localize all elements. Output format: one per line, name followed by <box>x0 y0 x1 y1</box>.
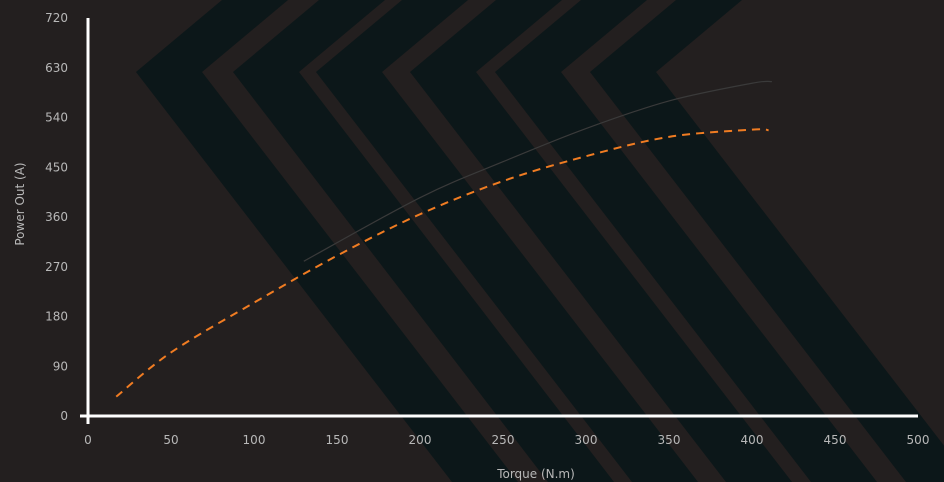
y-tick-label: 540 <box>45 111 68 125</box>
x-tick-label: 200 <box>409 433 432 447</box>
x-tick-label: 500 <box>907 433 930 447</box>
x-tick-label: 100 <box>243 433 266 447</box>
series-line-solid <box>303 80 772 262</box>
chevron-shape <box>495 0 877 482</box>
x-tick-label: 150 <box>326 433 349 447</box>
chevron-shape <box>410 0 792 482</box>
series-layer <box>115 80 772 398</box>
y-tick-label: 360 <box>45 210 68 224</box>
y-tick-labels: 0 90 180 270 360 450 540 630 720 <box>45 11 68 423</box>
y-tick-label: 720 <box>45 11 68 25</box>
x-tick-label: 350 <box>658 433 681 447</box>
x-tick-label: 50 <box>163 433 178 447</box>
x-tick-label: 400 <box>741 433 764 447</box>
x-tick-labels: 0 50 100 150 200 250 300 350 400 450 500 <box>84 433 929 447</box>
y-tick-label: 450 <box>45 160 68 174</box>
y-tick-label: 630 <box>45 61 68 75</box>
chevron-shape <box>233 0 614 482</box>
x-tick-label: 0 <box>84 433 92 447</box>
series-line-dashed <box>115 128 769 398</box>
x-tick-label: 250 <box>492 433 515 447</box>
chevron-shape <box>136 0 518 482</box>
y-tick-label: 180 <box>45 310 68 324</box>
y-axis-title: Power Out (A) <box>13 162 27 245</box>
chevron-shape <box>316 0 698 482</box>
x-tick-label: 450 <box>824 433 847 447</box>
y-tick-label: 90 <box>53 359 68 373</box>
x-axis-title: Torque (N.m) <box>496 467 575 481</box>
y-tick-label: 270 <box>45 260 68 274</box>
chevron-shape <box>590 0 944 482</box>
y-tick-label: 0 <box>60 409 68 423</box>
x-tick-label: 300 <box>575 433 598 447</box>
